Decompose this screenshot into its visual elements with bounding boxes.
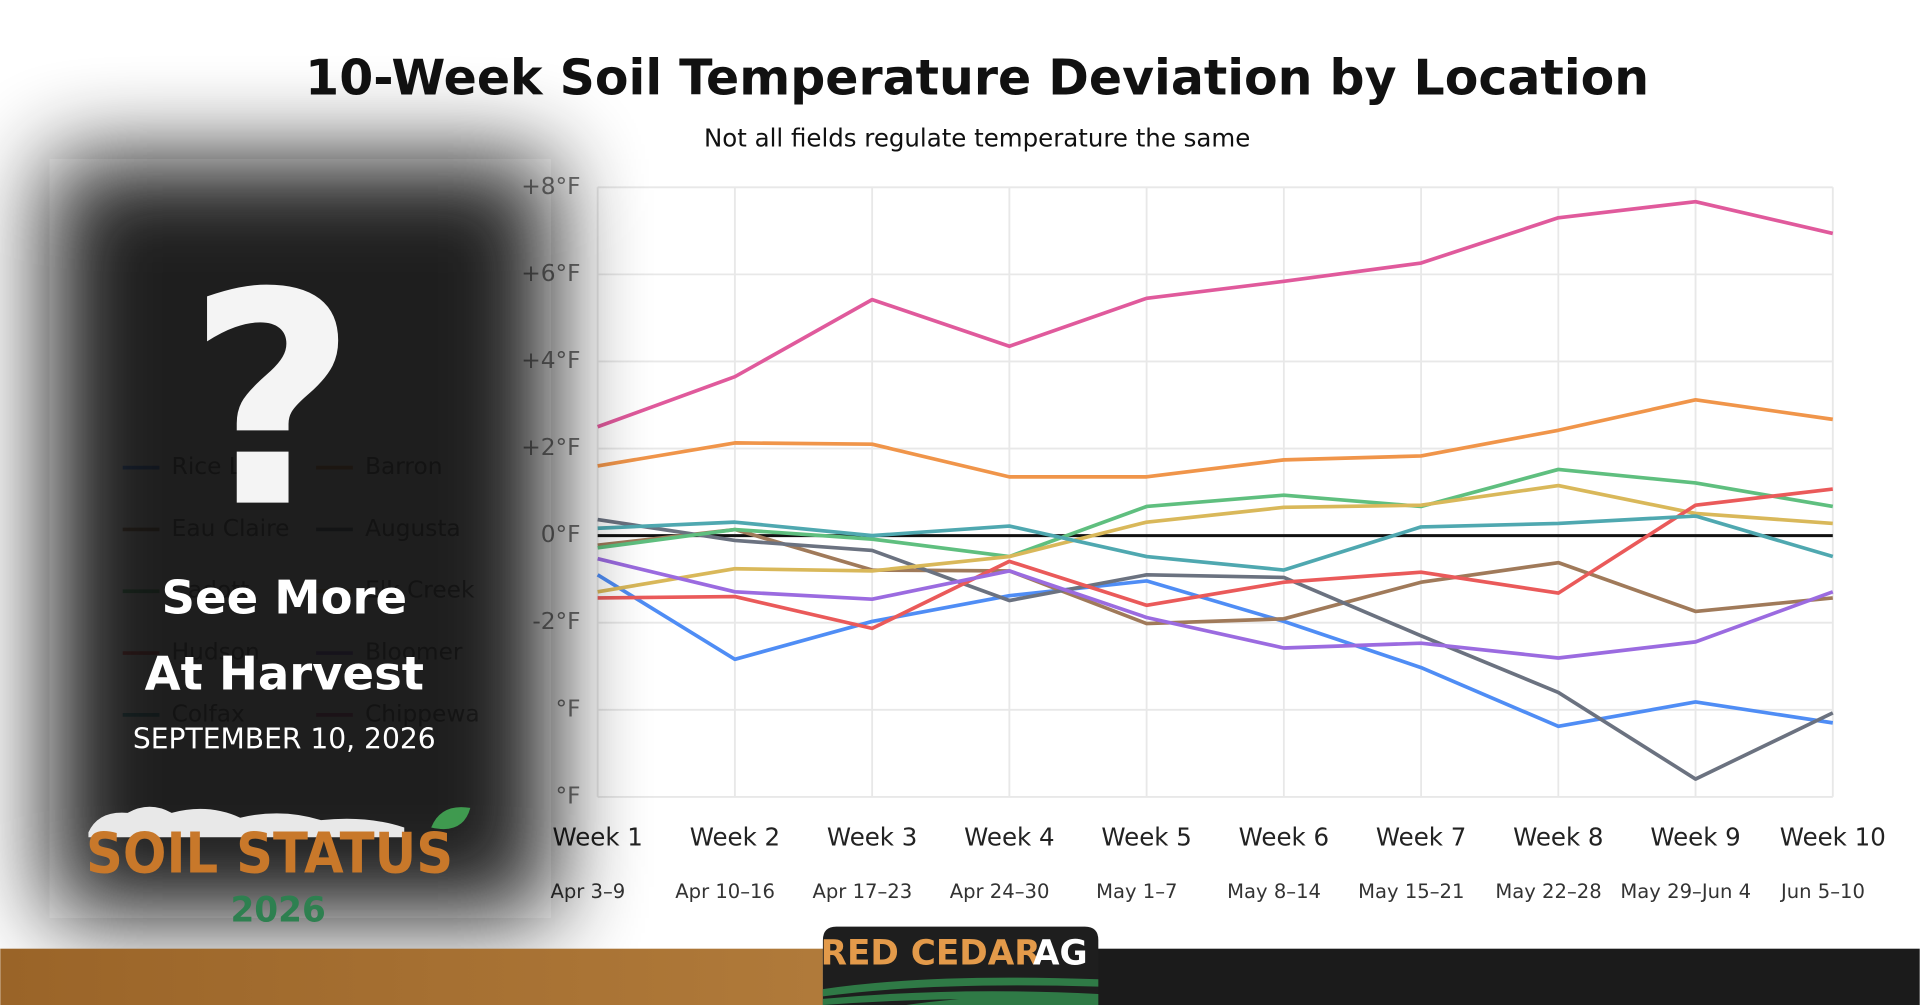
y-tick-label: °F <box>556 782 581 809</box>
x-tick-sublabel: Apr 24–30 <box>950 880 1050 903</box>
x-tick-sublabel: Apr 3–9 <box>550 880 625 903</box>
x-tick-sublabel: May 29–Jun 4 <box>1620 880 1751 903</box>
x-tick-label: Week 2 <box>690 823 780 852</box>
overlay-line: At Harvest <box>145 646 424 700</box>
x-tick-label: Week 9 <box>1650 823 1740 852</box>
x-tick-label: Week 1 <box>552 823 642 852</box>
series-line <box>597 487 1834 631</box>
y-tick-label: °F <box>556 695 581 722</box>
x-tick-label: Week 5 <box>1101 823 1191 852</box>
x-tick-label: Week 10 <box>1780 823 1886 852</box>
x-tick-label: Week 6 <box>1239 823 1329 852</box>
series-line <box>597 556 1834 660</box>
x-tick-sublabel: May 8–14 <box>1227 880 1321 903</box>
series-line <box>596 573 1834 729</box>
series-line <box>597 483 1833 594</box>
overlay-date: SEPTEMBER 10, 2026 <box>133 723 436 756</box>
footer-logo-fields <box>822 977 1099 1005</box>
overlay: ? See More At Harvest SEPTEMBER 10, 2026… <box>86 231 471 930</box>
series-line <box>597 527 1833 626</box>
series-line <box>597 467 1834 559</box>
series-line <box>597 199 1834 429</box>
x-tick-sublabel: Jun 5–10 <box>1779 880 1865 903</box>
x-tick-sublabel: May 1–7 <box>1096 880 1177 903</box>
chart-subtitle: Not all fields regulate temperature the … <box>704 124 1250 153</box>
logo-leaf <box>431 807 471 830</box>
x-tick-sublabel: May 22–28 <box>1495 880 1601 903</box>
logo-title: SOIL STATUS <box>86 822 453 887</box>
x-tick-sublabel: Apr 10–16 <box>675 880 775 903</box>
x-tick-sublabel: Apr 17–23 <box>812 880 912 903</box>
series-line <box>597 514 1834 572</box>
x-tick-label: Week 3 <box>827 823 917 852</box>
x-tick-label: Week 7 <box>1376 823 1466 852</box>
overlay-icon: ? <box>187 231 357 573</box>
footer: RED CEDAR AG <box>0 926 1920 1005</box>
footer-brand: AG <box>1033 933 1088 973</box>
footer-band <box>0 948 823 1005</box>
overlay-line: See More <box>162 571 407 625</box>
x-tick-sublabel: May 15–21 <box>1358 880 1464 903</box>
logo-year: 2026 <box>230 890 325 930</box>
series-line <box>597 397 1834 479</box>
overlay-shade <box>49 159 552 919</box>
logo-snow <box>88 806 405 838</box>
footer-brand: RED CEDAR <box>821 933 1041 973</box>
x-tick-label: Week 4 <box>964 823 1054 852</box>
chart-title: 10-Week Soil Temperature Deviation by Lo… <box>305 49 1649 106</box>
series-line <box>597 517 1834 781</box>
x-tick-label: Week 8 <box>1513 823 1603 852</box>
